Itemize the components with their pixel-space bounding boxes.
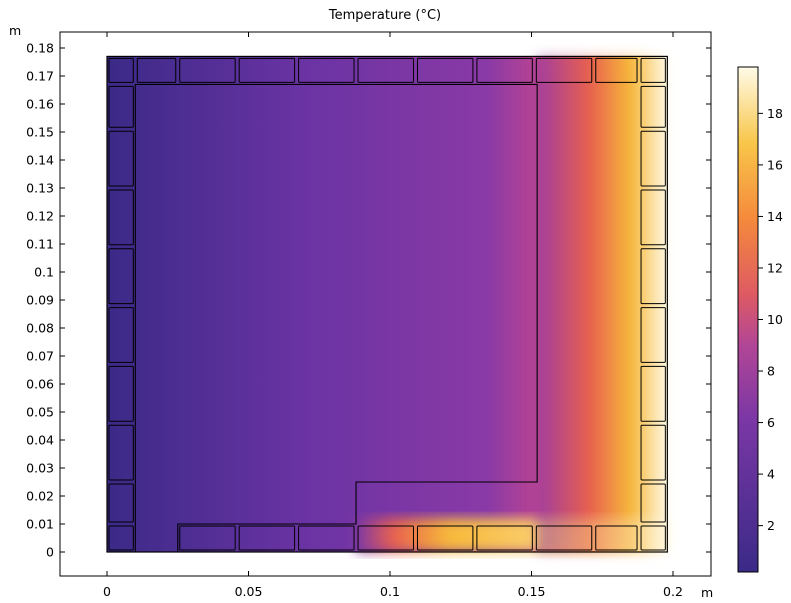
frame-cell bbox=[108, 483, 134, 523]
frame-cell bbox=[238, 57, 296, 83]
frame-cell bbox=[298, 57, 355, 83]
outer-boundary bbox=[106, 55, 668, 553]
y-tick-label: 0.09 bbox=[26, 293, 54, 308]
frame-cell bbox=[640, 307, 666, 363]
y-tick-label: 0.02 bbox=[26, 489, 54, 504]
frame-cell bbox=[640, 365, 666, 422]
y-tick-label: 0.15 bbox=[26, 125, 54, 140]
frame-cell bbox=[595, 57, 638, 83]
chart-title: Temperature (°C) bbox=[328, 8, 441, 23]
frame-cell bbox=[108, 85, 134, 128]
frame-cell bbox=[179, 57, 236, 83]
y-tick-label: 0.05 bbox=[26, 405, 54, 420]
frame-cell bbox=[108, 365, 134, 422]
x-axis: 0 0.05 0.1 0.15 0.2 bbox=[103, 32, 683, 599]
frame-cell bbox=[108, 57, 134, 83]
x-tick-label: 0.1 bbox=[380, 584, 400, 599]
frame-cell bbox=[108, 189, 134, 246]
y-tick-label: 0.13 bbox=[26, 181, 54, 196]
y-tick-label: 0.11 bbox=[26, 237, 54, 252]
y-tick-label: 0.08 bbox=[26, 321, 54, 336]
frame-cell bbox=[416, 525, 474, 551]
frame-cell bbox=[108, 130, 134, 187]
frame-cell bbox=[640, 483, 666, 523]
frame-cell bbox=[298, 525, 355, 551]
frame-cell bbox=[136, 57, 177, 83]
y-tick-label: 0.06 bbox=[26, 377, 54, 392]
y-unit-label: m bbox=[9, 23, 21, 38]
domain-geometry bbox=[106, 55, 668, 553]
frame-cell bbox=[640, 248, 666, 305]
frame-cell bbox=[640, 189, 666, 246]
y-tick-label: 0.18 bbox=[26, 41, 54, 56]
colorbar-tick-label: 10 bbox=[767, 312, 783, 327]
frame-cell bbox=[640, 525, 666, 551]
y-tick-label: 0.16 bbox=[26, 97, 54, 112]
colorbar-tick-label: 8 bbox=[767, 364, 775, 379]
inner-region-boundary bbox=[134, 83, 538, 553]
x-tick-label: 0.15 bbox=[518, 584, 546, 599]
y-tick-label: 0.1 bbox=[34, 265, 54, 280]
frame-cell bbox=[108, 307, 134, 363]
y-tick-label: 0.12 bbox=[26, 209, 54, 224]
frame-cell bbox=[640, 57, 666, 83]
frame-cell bbox=[357, 525, 414, 551]
colorbar-tick-label: 2 bbox=[767, 518, 775, 533]
frame-cell bbox=[476, 525, 533, 551]
colorbar-ticks: 2 4 6 8 10 12 14 16 18 bbox=[758, 106, 783, 533]
y-tick-label: 0 bbox=[46, 545, 54, 560]
frame-cell bbox=[476, 57, 533, 83]
colorbar-tick-label: 6 bbox=[767, 415, 775, 430]
frame-cell bbox=[640, 130, 666, 187]
y-tick-label: 0.01 bbox=[26, 517, 54, 532]
frame-cell bbox=[416, 57, 474, 83]
frame-cell bbox=[179, 525, 236, 551]
colorbar-tick-label: 14 bbox=[767, 209, 783, 224]
x-tick-label: 0.2 bbox=[663, 584, 683, 599]
x-tick-label: 0.05 bbox=[235, 584, 263, 599]
frame-cell bbox=[595, 525, 638, 551]
frame-cell bbox=[640, 424, 666, 481]
y-axis: 0 0.01 0.02 0.03 0.04 0.05 0.06 0.07 0.08 0.09 0.1… bbox=[26, 41, 711, 560]
colorbar-tick-label: 12 bbox=[767, 260, 783, 275]
temperature-field bbox=[107, 56, 668, 553]
y-tick-label: 0.03 bbox=[26, 461, 54, 476]
field-right-hot bbox=[537, 56, 668, 553]
colorbar-tick-label: 4 bbox=[767, 467, 775, 482]
frame-cell bbox=[640, 85, 666, 128]
y-tick-label: 0.04 bbox=[26, 433, 54, 448]
y-tick-label: 0.07 bbox=[26, 349, 54, 364]
frame-cell bbox=[357, 57, 414, 83]
colorbar bbox=[737, 66, 759, 573]
y-tick-label: 0.14 bbox=[26, 153, 54, 168]
frame-cell bbox=[108, 525, 134, 551]
frame-cell bbox=[238, 525, 296, 551]
colorbar-tick-label: 16 bbox=[767, 157, 783, 172]
y-tick-label: 0.17 bbox=[26, 69, 54, 84]
frame-cell bbox=[535, 525, 593, 551]
x-tick-label: 0 bbox=[103, 584, 111, 599]
frame-cell bbox=[535, 57, 593, 83]
frame-cell bbox=[108, 424, 134, 481]
frame-cell bbox=[108, 248, 134, 305]
colorbar-tick-label: 18 bbox=[767, 106, 783, 121]
x-unit-label: m bbox=[701, 585, 713, 600]
